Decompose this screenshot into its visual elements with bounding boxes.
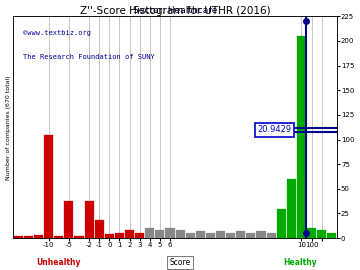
Bar bbox=[34, 235, 43, 238]
Bar bbox=[317, 230, 326, 238]
Bar bbox=[287, 179, 296, 238]
Bar bbox=[236, 231, 245, 238]
Bar bbox=[125, 230, 134, 238]
Text: ©www.textbiz.org: ©www.textbiz.org bbox=[23, 30, 91, 36]
Text: Sector: Healthcare: Sector: Healthcare bbox=[133, 6, 217, 15]
Bar bbox=[115, 233, 124, 238]
Bar bbox=[105, 234, 114, 238]
Text: Unhealthy: Unhealthy bbox=[36, 258, 81, 267]
Bar bbox=[145, 228, 154, 238]
Bar bbox=[14, 236, 23, 238]
Bar bbox=[135, 233, 144, 238]
Bar bbox=[176, 230, 185, 238]
Text: Healthy: Healthy bbox=[283, 258, 317, 267]
Bar bbox=[44, 135, 53, 238]
Bar bbox=[166, 228, 175, 238]
Bar bbox=[24, 236, 33, 238]
Bar bbox=[276, 208, 286, 238]
Bar bbox=[75, 236, 84, 238]
Bar bbox=[186, 233, 195, 238]
Bar bbox=[216, 231, 225, 238]
Text: 20.9429: 20.9429 bbox=[257, 125, 291, 134]
Bar bbox=[297, 36, 306, 238]
Bar bbox=[266, 233, 276, 238]
Bar bbox=[206, 233, 215, 238]
Bar bbox=[196, 231, 205, 238]
Bar bbox=[256, 231, 266, 238]
Bar bbox=[327, 233, 336, 238]
Bar bbox=[85, 201, 94, 238]
Text: The Research Foundation of SUNY: The Research Foundation of SUNY bbox=[23, 54, 155, 60]
Title: Z''-Score Histogram for UTHR (2016): Z''-Score Histogram for UTHR (2016) bbox=[80, 6, 270, 16]
Bar bbox=[226, 233, 235, 238]
Y-axis label: Number of companies (670 total): Number of companies (670 total) bbox=[5, 75, 10, 180]
Bar bbox=[307, 228, 316, 238]
Bar bbox=[246, 233, 255, 238]
Text: Score: Score bbox=[169, 258, 191, 267]
Bar bbox=[54, 236, 63, 238]
Bar bbox=[95, 220, 104, 238]
Bar bbox=[64, 201, 73, 238]
Bar bbox=[156, 230, 165, 238]
